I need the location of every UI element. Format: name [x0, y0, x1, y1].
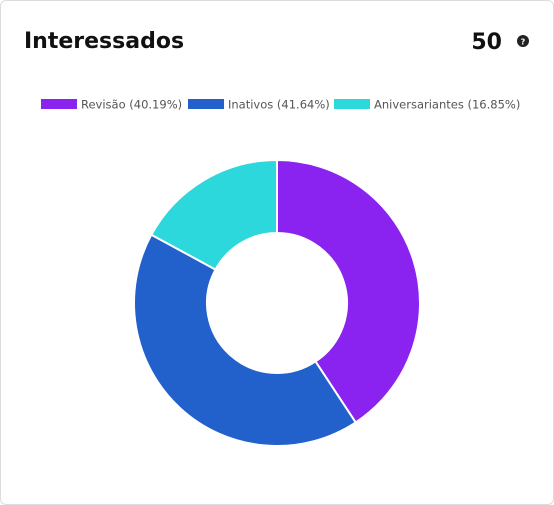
card-title: Interessados [24, 29, 184, 54]
legend-label: Inativos (41.64%) [228, 98, 330, 112]
legend-label: Revisão (40.19%) [81, 98, 182, 112]
help-icon-text[interactable]: ? [521, 38, 526, 47]
donut-slice [150, 158, 278, 271]
legend-swatch [41, 99, 77, 109]
legend-swatch [188, 99, 224, 109]
help-icon[interactable] [517, 35, 529, 47]
total: 50 [471, 30, 502, 55]
donut-slice [276, 158, 421, 424]
legend-label: Aniversariantes (16.85%) [374, 98, 520, 112]
legend-swatch [334, 99, 370, 109]
donut-slice [133, 233, 358, 447]
